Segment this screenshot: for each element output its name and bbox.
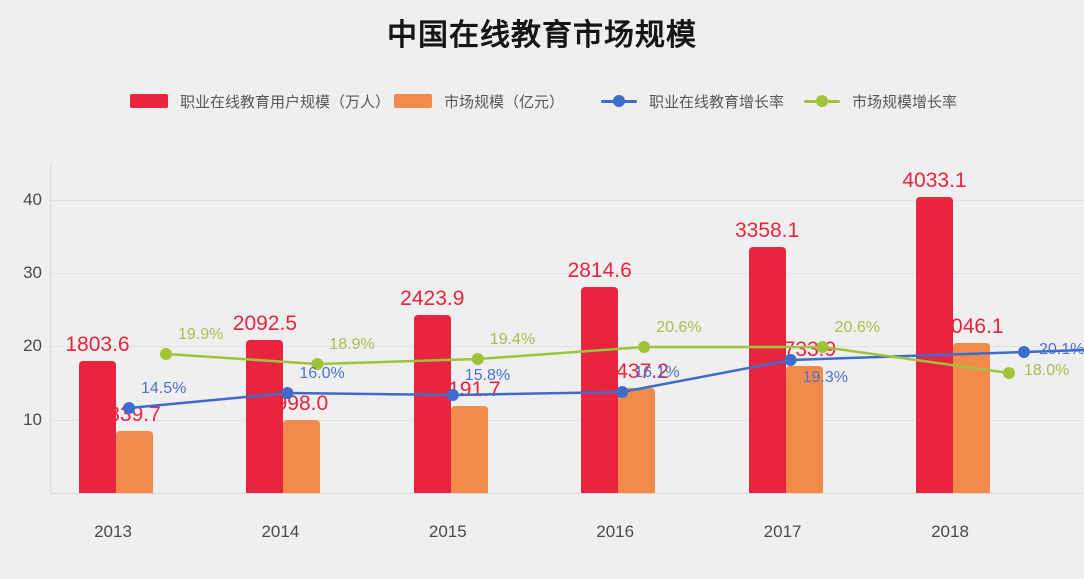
line-value-label: 16.0% xyxy=(299,365,345,382)
green-line-marker-icon xyxy=(804,92,840,110)
bar-value-label: 2046.1 xyxy=(939,314,1004,338)
gridline-20 xyxy=(50,346,1084,348)
line-value-label: 19.3% xyxy=(802,369,848,386)
x-axis-tick-label: 2014 xyxy=(261,522,300,541)
data-point-2016 xyxy=(616,386,629,398)
line-value-label: 19.9% xyxy=(178,326,224,343)
y-axis-tick-label: 40 xyxy=(23,189,42,209)
bar-users-2016 xyxy=(581,286,619,493)
line-value-label: 16.1% xyxy=(634,364,680,381)
bar-market-2013 xyxy=(116,431,153,493)
bar-users-2014 xyxy=(246,339,284,493)
bar-users-2018 xyxy=(916,197,953,493)
line-value-label: 15.8% xyxy=(464,367,511,384)
data-point-2013 xyxy=(123,402,135,414)
legend-label: 职业在线教育用户规模（万人） xyxy=(180,93,391,111)
y-axis-tick-label: 30 xyxy=(23,263,42,282)
legend-item-market-scale[interactable]: 市场规模（亿元） xyxy=(394,91,564,111)
bar-value-label: 4033.1 xyxy=(902,169,967,193)
bar-market-2015 xyxy=(450,405,488,493)
data-point-2018 xyxy=(1018,346,1030,358)
bar-value-label: 839.7 xyxy=(108,403,161,427)
bar-value-label: 3358.1 xyxy=(734,218,800,242)
gridline-10 xyxy=(50,419,1084,421)
data-point-2013 xyxy=(160,348,172,360)
line-value-label: 20.6% xyxy=(834,319,880,336)
blue-line-marker-icon xyxy=(601,92,637,110)
data-point-2017 xyxy=(816,341,829,353)
data-point-2016 xyxy=(638,341,651,353)
gridline-40 xyxy=(50,199,1084,201)
x-axis-tick-label: 2017 xyxy=(763,522,802,541)
line-value-label: 20.6% xyxy=(656,319,702,336)
y-axis-line xyxy=(50,163,51,493)
bar-market-2017 xyxy=(785,365,823,493)
data-point-2015 xyxy=(446,389,459,401)
red-bar-swatch-icon xyxy=(130,94,168,108)
legend-item-market-growth-rate[interactable]: 市场规模增长率 xyxy=(804,91,957,111)
chart-title: 中国在线教育市场规模 xyxy=(387,19,697,52)
y-axis-tick-label: 10 xyxy=(23,409,42,429)
bar-users-2017 xyxy=(748,246,786,493)
line-value-label: 19.4% xyxy=(489,331,536,348)
bar-market-2016 xyxy=(618,387,656,493)
bar-users-2015 xyxy=(413,315,451,493)
line-edu-growth xyxy=(128,348,1084,410)
y-axis-tick-label: 20 xyxy=(23,336,42,356)
bar-value-label: 2092.5 xyxy=(232,311,297,335)
bar-value-label: 2814.6 xyxy=(567,258,632,282)
bar-users-2013 xyxy=(79,360,116,493)
gridline-30 xyxy=(50,273,1084,274)
line-market-growth xyxy=(165,345,1010,375)
data-point-2015 xyxy=(471,353,484,365)
line-value-label: 14.5% xyxy=(141,380,187,397)
legend-item-user-scale[interactable]: 职业在线教育用户规模（万人） xyxy=(130,91,390,111)
bar-value-label: 1803.6 xyxy=(65,332,130,356)
legend-label: 职业在线教育增长率 xyxy=(649,93,785,111)
line-value-label: 18.0% xyxy=(1024,362,1070,379)
bar-value-label: 2423.9 xyxy=(400,287,465,311)
legend-item-edu-growth-rate[interactable]: 职业在线教育增长率 xyxy=(601,91,784,111)
data-point-2018 xyxy=(1003,367,1015,379)
line-value-label: 20.1% xyxy=(1039,341,1084,358)
x-axis-tick-label: 2015 xyxy=(428,522,467,541)
bar-value-label: 1437.2 xyxy=(604,359,669,383)
data-point-2014 xyxy=(281,387,294,399)
line-value-label: 18.9% xyxy=(329,336,375,353)
x-axis-tick-label: 2013 xyxy=(94,522,132,541)
legend-label: 市场规模增长率 xyxy=(852,93,958,111)
x-axis-tick-label: 2016 xyxy=(596,522,635,541)
orange-bar-swatch-icon xyxy=(394,94,432,108)
x-axis-tick-label: 2018 xyxy=(931,522,969,541)
data-point-2014 xyxy=(311,358,324,370)
bar-market-2014 xyxy=(283,419,321,493)
legend-label: 市场规模（亿元） xyxy=(444,93,565,111)
x-axis-line xyxy=(50,493,1084,494)
data-point-2017 xyxy=(784,354,797,366)
